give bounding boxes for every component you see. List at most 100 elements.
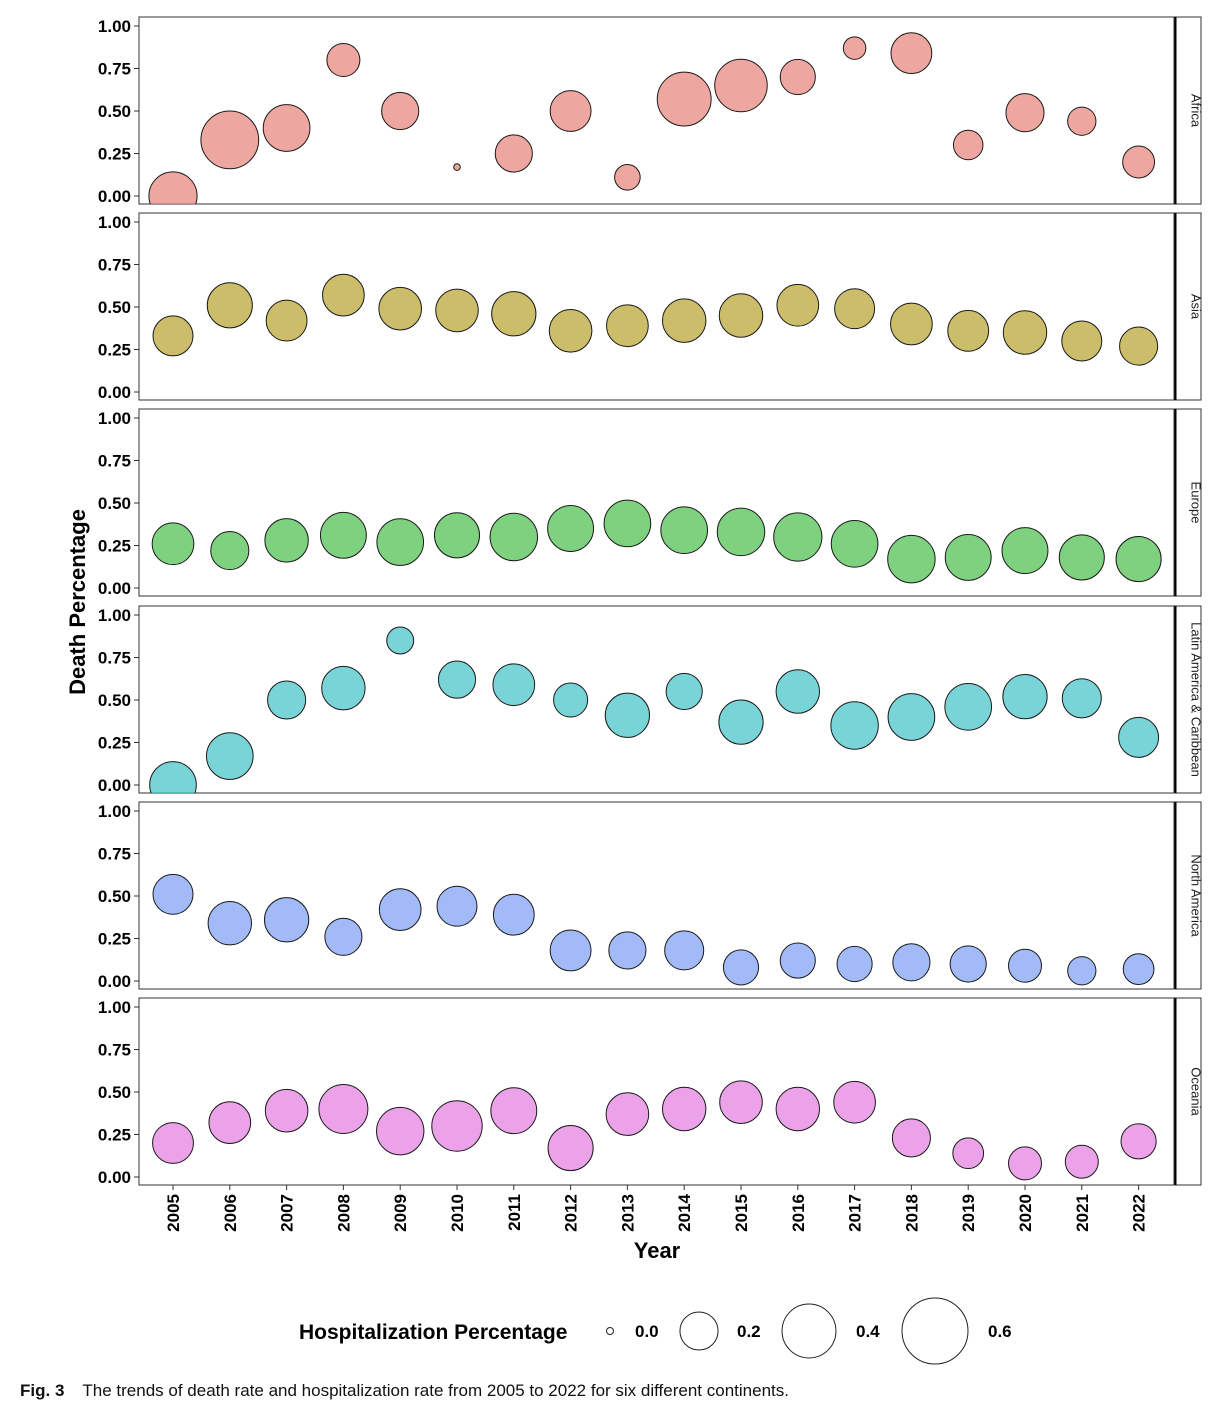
y-tick-label: 1.00: [98, 606, 131, 625]
bubbles: [152, 1080, 1157, 1181]
caption-text: The trends of death rate and hospitaliza…: [82, 1381, 789, 1400]
bubble-north-america-2019: [949, 945, 987, 983]
bubble-africa-2011: [494, 134, 533, 173]
bubble-africa-2014: [656, 71, 712, 127]
bubble-africa-2006: [200, 110, 260, 170]
facet-strip-label: Europe: [1189, 482, 1204, 524]
bubble-asia-2017: [834, 288, 876, 330]
bubble-latin-america-caribbean-2015: [718, 699, 764, 745]
facet-latin-america-caribbean: Latin America & Caribbean 0.00 0.25 0.50 0.7…: [98, 605, 1204, 795]
x-tick-label: 2019: [959, 1194, 978, 1232]
y-tick-label: 1.00: [98, 17, 131, 36]
bubble-asia-2005: [152, 315, 194, 357]
y-tick-label: 1.00: [98, 998, 131, 1017]
bubbles: [151, 499, 1162, 584]
bubble-africa-2018: [890, 32, 933, 75]
y-tick-label: 0.25: [98, 341, 131, 360]
bubble-latin-america-caribbean-2018: [887, 693, 936, 741]
bubble-europe-2019: [944, 533, 992, 581]
bubble-latin-america-caribbean-2020: [1002, 673, 1048, 720]
facet-strip-label: Africa: [1189, 94, 1204, 128]
bubble-asia-2015: [718, 293, 764, 338]
size-legend-key: [901, 1297, 969, 1365]
bubble-africa-2008: [326, 43, 361, 77]
bubble-asia-2009: [378, 286, 423, 331]
bubble-oceania-2017: [833, 1080, 876, 1124]
bubble-europe-2013: [603, 499, 652, 548]
bubbles: [148, 32, 1156, 204]
y-tick-label: 1.00: [98, 802, 131, 821]
bubble-africa-2009: [381, 91, 420, 131]
bubble-oceania-2006: [208, 1101, 252, 1144]
bubble-oceania-2015: [719, 1080, 763, 1125]
y-axis: 0.00 0.25 0.50 0.75 1.00: [98, 213, 139, 402]
bubble-oceania-2014: [661, 1086, 707, 1132]
facet-asia: Asia 0.00 0.25 0.50 0.75 1.00: [98, 212, 1204, 402]
bubble-asia-2013: [606, 304, 649, 348]
bubble-africa-2019: [952, 129, 984, 161]
bubble-latin-america-caribbean-2012: [553, 682, 589, 718]
x-tick-label: 2006: [221, 1194, 240, 1232]
panel-frame: [138, 605, 1175, 794]
y-tick-label: 0.25: [98, 145, 131, 164]
size-legend-key: [606, 1327, 614, 1335]
y-axis: 0.00 0.25 0.50 0.75 1.00: [98, 17, 139, 206]
bubble-north-america-2007: [263, 897, 310, 943]
panel-frame: [138, 212, 1175, 401]
y-tick-label: 0.25: [98, 930, 131, 949]
bubble-asia-2008: [322, 273, 365, 317]
bubble-oceania-2007: [264, 1088, 309, 1133]
bubble-latin-america-caribbean-2013: [604, 692, 651, 738]
facet-strip-label: Asia: [1189, 294, 1204, 320]
bubble-latin-america-caribbean-2008: [321, 665, 366, 711]
y-tick-label: 0.00: [98, 383, 131, 402]
bubble-oceania-2005: [152, 1122, 194, 1164]
bubble-north-america-2015: [722, 949, 760, 986]
bubble-latin-america-caribbean-2022: [1118, 716, 1160, 758]
y-tick-label: 0.75: [98, 845, 131, 864]
panel-frame: [138, 997, 1175, 1186]
bubble-africa-2012: [549, 90, 592, 132]
x-tick-label: 2010: [448, 1194, 467, 1232]
x-axis-title: Year: [634, 1238, 681, 1263]
bubble-europe-2005: [151, 522, 195, 566]
bubble-latin-america-caribbean-2021: [1061, 678, 1102, 719]
x-tick-label: 2020: [1016, 1194, 1035, 1232]
bubble-africa-2016: [779, 58, 816, 96]
bubble-north-america-2017: [836, 945, 873, 983]
x-tick-label: 2008: [334, 1194, 353, 1232]
panel-frame: [138, 16, 1175, 205]
bubble-africa-2010: [453, 163, 461, 171]
bubble-north-america-2011: [492, 893, 535, 936]
bubble-africa-2017: [842, 36, 867, 60]
bubble-oceania-2016: [775, 1086, 821, 1132]
x-tick-label: 2007: [278, 1194, 297, 1232]
size-legend-key: [781, 1303, 837, 1359]
bubble-europe-2008: [319, 511, 367, 559]
bubble-asia-2014: [661, 298, 707, 343]
size-legend-label: 0.0: [635, 1322, 659, 1341]
bubble-oceania-2018: [891, 1118, 931, 1158]
facet-strip: Asia: [1173, 212, 1204, 401]
y-axis: 0.00 0.25 0.50 0.75 1.00: [98, 998, 139, 1187]
bubble-europe-2012: [547, 505, 595, 552]
x-tick-label: 2016: [789, 1194, 808, 1232]
bubble-europe-2009: [376, 518, 425, 566]
x-tick-label: 2013: [618, 1194, 637, 1232]
bubbles: [152, 273, 1159, 366]
bubble-europe-2022: [1115, 536, 1162, 583]
y-tick-label: 0.50: [98, 298, 131, 317]
facet-strip: North America: [1173, 801, 1204, 990]
panel-frame: [138, 801, 1175, 990]
x-tick-label: 2014: [675, 1193, 694, 1231]
bubble-north-america-2012: [549, 929, 592, 972]
bubble-europe-2010: [433, 512, 481, 559]
bubble-latin-america-caribbean-2005: [149, 761, 197, 793]
y-tick-label: 0.50: [98, 1083, 131, 1102]
y-tick-label: 0.75: [98, 1041, 131, 1060]
facet-strip: Oceania: [1173, 997, 1204, 1186]
size-legend-key: [679, 1311, 719, 1351]
facet-europe: Europe 0.00 0.25 0.50 0.75 1.00: [98, 408, 1204, 598]
y-tick-label: 0.25: [98, 1126, 131, 1145]
